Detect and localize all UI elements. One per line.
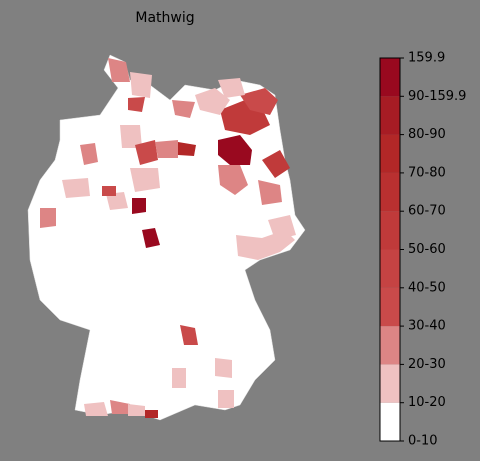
colorbar-label: 50-60	[408, 242, 446, 257]
colorbar-label: 30-40	[408, 319, 446, 334]
colorbar-band	[380, 172, 400, 212]
region	[218, 165, 248, 195]
colorbar-label: 159.9	[408, 51, 445, 66]
region	[218, 390, 234, 408]
region	[180, 325, 198, 345]
region	[80, 143, 98, 165]
colorbar-label: 0-10	[408, 434, 438, 449]
colorbar-band	[380, 211, 400, 250]
map-title: Mathwig	[135, 10, 194, 26]
region	[128, 404, 145, 416]
region	[135, 140, 158, 165]
colorbar-band	[380, 326, 400, 365]
colorbar-band	[380, 249, 400, 288]
colorbar-band	[380, 58, 400, 97]
region	[240, 88, 278, 115]
colorbar-band	[380, 287, 400, 327]
region	[84, 402, 108, 416]
colorbar-label: 80-90	[408, 127, 446, 142]
region	[132, 198, 146, 214]
colorbar-band	[380, 134, 400, 173]
region	[218, 135, 252, 165]
region	[106, 192, 128, 210]
region	[215, 358, 232, 378]
region	[178, 142, 196, 156]
colorbar-band	[380, 402, 400, 441]
colorbar-label: 40-50	[408, 280, 446, 295]
colorbar-band	[380, 96, 400, 135]
colorbar-label: 10-20	[408, 395, 446, 410]
region	[108, 58, 130, 82]
region	[172, 368, 186, 388]
colorbar-label: 20-30	[408, 357, 446, 372]
region	[120, 125, 142, 148]
region	[102, 186, 116, 196]
region	[40, 208, 56, 228]
region	[145, 410, 158, 418]
region	[262, 150, 290, 178]
colorbar-band	[380, 364, 400, 403]
germany-map	[27, 54, 306, 421]
region	[155, 140, 178, 158]
region	[195, 88, 230, 115]
region	[62, 178, 90, 198]
region	[128, 97, 145, 112]
region	[130, 168, 160, 192]
region	[258, 180, 282, 205]
region	[218, 78, 245, 98]
colorbar-label: 90-159.9	[408, 89, 466, 104]
region	[172, 100, 195, 118]
colorbar-label: 60-70	[408, 204, 446, 219]
colorbar: 0-10 10-20 20-30 30-40 40-50 50-60 60-70 70-80 8…	[379, 51, 466, 449]
region	[130, 72, 152, 98]
region	[268, 215, 296, 240]
colorbar-label: 70-80	[408, 165, 446, 180]
region	[110, 400, 130, 414]
region	[142, 228, 160, 248]
